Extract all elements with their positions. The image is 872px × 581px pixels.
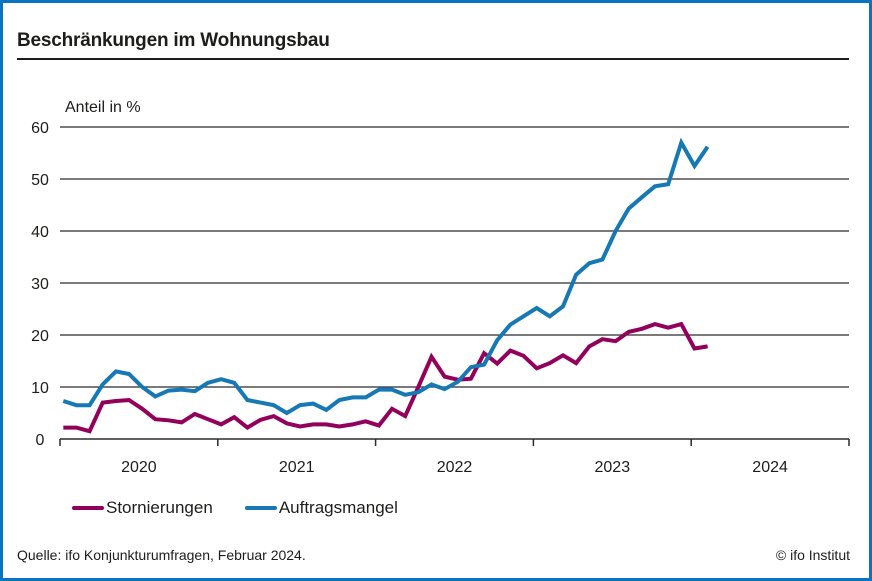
x-tick-label: 2020 [121, 459, 157, 476]
copyright-note: © ifo Institut [775, 547, 850, 563]
x-axis: 2020 2021 2022 2023 2024 [59, 438, 850, 476]
y-tick-label: 0 [36, 432, 45, 449]
x-tick-label: 2024 [752, 459, 788, 476]
legend-label: Stornierungen [106, 498, 213, 517]
y-tick-label: 30 [31, 276, 49, 293]
y-tick-labels: 0 10 20 30 40 50 60 [31, 120, 49, 449]
series-lines [62, 137, 710, 434]
legend-label: Auftragsmangel [278, 498, 398, 517]
x-tick-label: 2022 [437, 459, 473, 476]
y-tick-label: 40 [31, 224, 49, 241]
series-line-auftragsmangel [62, 137, 710, 416]
chart-title: Beschränkungen im Wohnungsbau [17, 30, 330, 51]
legend: Stornierungen Auftragsmangel [72, 498, 398, 518]
legend-item-stornierungen: Stornierungen [72, 498, 213, 518]
y-tick-label: 50 [31, 172, 49, 189]
x-tick-label: 2023 [595, 459, 631, 476]
x-tick-label: 2021 [279, 459, 315, 476]
series-line-stornierungen [63, 321, 708, 434]
grid-lines [60, 126, 849, 388]
legend-swatch-auftragsmangel [244, 506, 277, 510]
y-tick-label: 10 [31, 380, 49, 397]
title-divider [17, 58, 849, 60]
y-tick-label: 60 [31, 120, 49, 137]
source-note: Quelle: ifo Konjunkturumfragen, Februar … [17, 547, 306, 563]
y-tick-label: 20 [31, 328, 49, 345]
legend-item-auftragsmangel: Auftragsmangel [244, 498, 398, 518]
legend-swatch-stornierungen [72, 506, 104, 510]
y-axis-label: Anteil in % [65, 99, 141, 116]
